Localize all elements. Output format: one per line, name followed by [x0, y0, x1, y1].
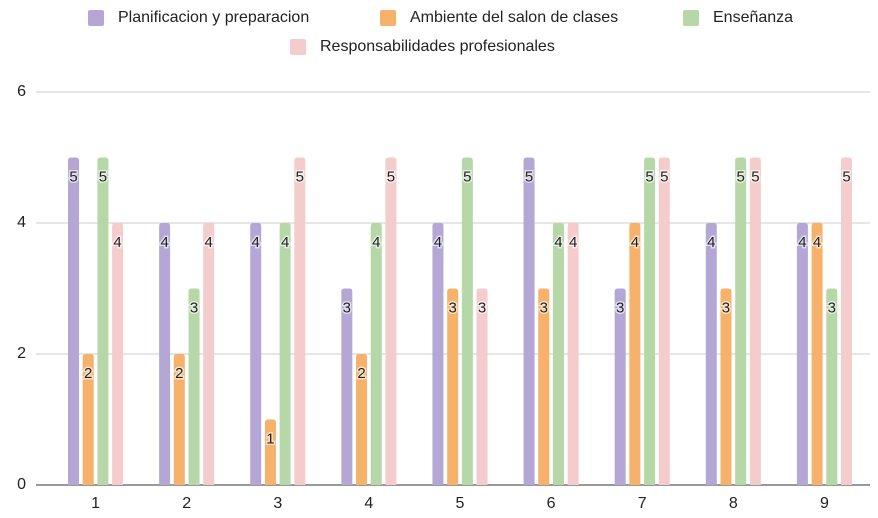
legend-label: Enseñanza	[713, 9, 793, 26]
y-tick-label: 0	[17, 476, 26, 493]
data-label: 4	[798, 234, 806, 251]
bar	[796, 223, 808, 485]
bar	[461, 157, 473, 485]
data-label: 3	[478, 299, 486, 316]
bar	[705, 223, 717, 485]
data-label: 1	[266, 430, 274, 447]
data-label: 5	[751, 168, 759, 185]
bar	[279, 223, 291, 485]
bar	[97, 157, 109, 485]
data-label: 4	[205, 234, 213, 251]
bar	[720, 288, 732, 485]
data-label: 4	[281, 234, 289, 251]
x-tick-label: 2	[182, 495, 191, 512]
data-label: 4	[569, 234, 577, 251]
data-label: 4	[372, 234, 380, 251]
bar	[811, 223, 823, 485]
data-label: 5	[99, 168, 107, 185]
bar	[644, 157, 656, 485]
x-tick-label: 4	[364, 495, 373, 512]
x-tick-label: 7	[638, 495, 647, 512]
bar	[159, 223, 171, 485]
bar	[264, 419, 276, 485]
data-label: 5	[69, 168, 77, 185]
data-label: 5	[737, 168, 745, 185]
bar	[112, 223, 124, 485]
x-tick-label: 6	[547, 495, 556, 512]
bar	[538, 288, 550, 485]
bar	[840, 157, 852, 485]
data-label: 2	[175, 365, 183, 382]
data-label: 5	[296, 168, 304, 185]
bar	[476, 288, 488, 485]
bar	[356, 354, 368, 485]
bar	[735, 157, 747, 485]
data-label: 2	[84, 365, 92, 382]
bar	[370, 223, 382, 485]
bar	[188, 288, 200, 485]
data-label: 4	[160, 234, 168, 251]
x-tick-label: 3	[273, 495, 282, 512]
bar	[567, 223, 579, 485]
bar	[250, 223, 262, 485]
legend-label: Ambiente del salon de clases	[410, 9, 618, 26]
bar	[203, 223, 215, 485]
bar	[552, 223, 564, 485]
data-label: 3	[448, 299, 456, 316]
y-tick-label: 6	[17, 83, 26, 100]
bar	[447, 288, 459, 485]
x-tick-label: 1	[91, 495, 100, 512]
data-label: 5	[387, 168, 395, 185]
bar	[385, 157, 397, 485]
data-label: 3	[343, 299, 351, 316]
x-tick-label: 9	[820, 495, 829, 512]
bar	[658, 157, 670, 485]
bar	[341, 288, 353, 485]
data-label: 4	[434, 234, 442, 251]
data-label: 3	[190, 299, 198, 316]
x-tick-label: 8	[729, 495, 738, 512]
legend-swatch	[380, 10, 396, 26]
data-label: 5	[842, 168, 850, 185]
data-label: 5	[660, 168, 668, 185]
data-label: 3	[616, 299, 624, 316]
x-tick-label: 5	[456, 495, 465, 512]
data-label: 4	[707, 234, 715, 251]
data-label: 4	[554, 234, 562, 251]
bar	[826, 288, 838, 485]
data-label: 5	[463, 168, 471, 185]
legend-swatch	[88, 10, 104, 26]
data-label: 3	[540, 299, 548, 316]
data-label: 5	[645, 168, 653, 185]
data-label: 4	[113, 234, 121, 251]
data-label: 3	[722, 299, 730, 316]
data-label: 4	[813, 234, 821, 251]
bar	[629, 223, 641, 485]
data-label: 4	[252, 234, 260, 251]
bar	[294, 157, 306, 485]
data-label: 4	[631, 234, 639, 251]
legend-swatch	[683, 10, 699, 26]
legend-label: Responsabilidades profesionales	[320, 38, 555, 55]
bar	[749, 157, 761, 485]
bar	[173, 354, 185, 485]
bar	[432, 223, 444, 485]
y-tick-label: 4	[17, 214, 26, 231]
legend-label: Planificacion y preparacion	[118, 9, 309, 26]
legend-swatch	[290, 39, 306, 55]
data-label: 3	[828, 299, 836, 316]
data-label: 5	[525, 168, 533, 185]
bar	[523, 157, 535, 485]
data-label: 2	[357, 365, 365, 382]
bar	[68, 157, 80, 485]
bar	[82, 354, 94, 485]
bar	[614, 288, 626, 485]
y-tick-label: 2	[17, 345, 26, 362]
